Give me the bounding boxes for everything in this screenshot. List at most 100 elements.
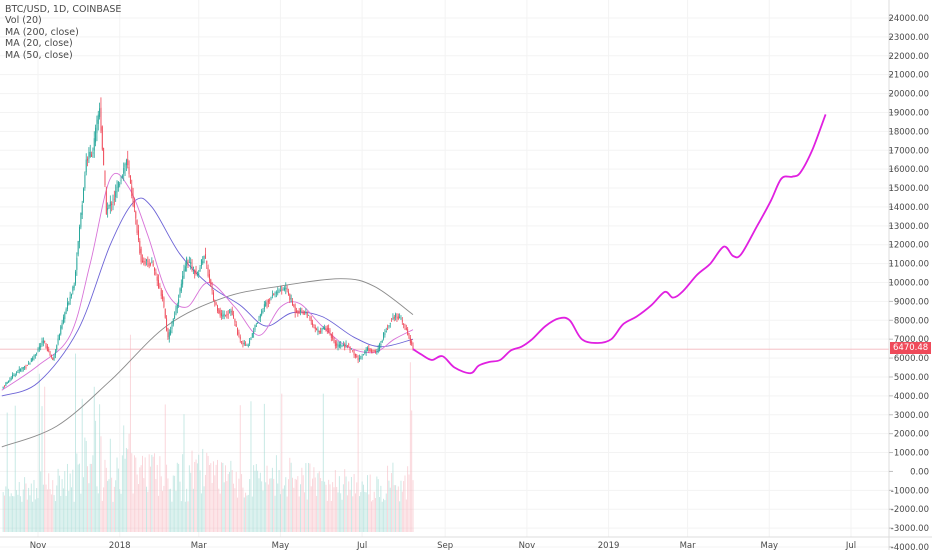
candle-body xyxy=(328,327,330,333)
volume-bar xyxy=(308,462,310,532)
volume-bar xyxy=(190,472,192,532)
candle-body xyxy=(42,340,44,344)
price-tick-label: 0.00 xyxy=(910,467,929,477)
price-axis[interactable]: 24000.00 23000.00 22000.00 21000.00 20000.00… xyxy=(888,14,929,550)
volume-bar xyxy=(46,489,48,532)
volume-bar xyxy=(371,501,372,532)
price-tick-label: 3000.00 xyxy=(894,411,929,421)
volume-bar xyxy=(223,482,225,532)
legend-symbol[interactable]: BTC/USD, 1D, COINBASE xyxy=(5,4,122,15)
legend-indicator-ma200[interactable]: MA (200, close) xyxy=(5,26,79,38)
candle-body xyxy=(286,288,288,290)
volume-bar xyxy=(206,452,208,532)
candle-body xyxy=(372,350,374,352)
candle-body xyxy=(36,352,38,354)
candle-body xyxy=(34,354,36,356)
volume-bar xyxy=(152,456,154,532)
candle-body xyxy=(40,345,42,348)
volume-bar xyxy=(30,483,32,532)
volume-bar xyxy=(123,425,125,532)
candle-body xyxy=(104,170,106,186)
candle-body xyxy=(393,316,395,319)
time-axis[interactable]: Nov 2018 Mar May Jul Sep Nov 2019 Mar May Jul xyxy=(30,541,856,550)
volume-bar xyxy=(368,494,370,532)
volume-bar xyxy=(245,492,247,532)
candle-body xyxy=(108,204,110,208)
candle-body xyxy=(125,159,127,166)
candle-body xyxy=(253,331,255,334)
volume-bar xyxy=(287,479,289,532)
candle-body xyxy=(111,203,113,205)
candle-body xyxy=(135,211,137,219)
candle-body xyxy=(10,378,12,380)
volume-bar xyxy=(115,480,117,532)
candle-body xyxy=(316,328,318,331)
candle-body xyxy=(154,267,155,271)
candle-body xyxy=(75,271,76,284)
volume-bar xyxy=(184,501,186,532)
volume-bar xyxy=(129,334,131,532)
volume-bar xyxy=(96,486,98,532)
candle-body xyxy=(337,344,339,348)
candle-body xyxy=(357,358,359,361)
volume-bar xyxy=(24,477,26,532)
volume-bar xyxy=(266,465,268,532)
volume-bar xyxy=(182,454,184,532)
volume-bar xyxy=(12,496,14,532)
volume-bar xyxy=(348,481,350,532)
candle-body xyxy=(41,340,43,346)
candle-body xyxy=(140,249,142,262)
volume-bar xyxy=(254,470,256,532)
candle-body xyxy=(66,302,68,310)
candle-body xyxy=(251,333,253,338)
candle-body xyxy=(103,147,105,166)
volume-bar xyxy=(376,476,378,532)
volume-bar xyxy=(199,470,201,532)
volume-bar xyxy=(6,412,8,532)
volume-bar xyxy=(219,493,221,532)
candle-body xyxy=(210,279,212,285)
volume-bar xyxy=(44,386,46,532)
volume-bar xyxy=(61,479,63,532)
volume-bar xyxy=(281,393,283,532)
candle-body xyxy=(84,175,86,189)
time-tick-label: Nov xyxy=(30,541,47,550)
volume-bar xyxy=(17,494,19,532)
candle-body xyxy=(294,306,296,313)
volume-bar xyxy=(215,464,217,532)
candle-body xyxy=(344,345,346,348)
volume-bar xyxy=(270,478,272,532)
volume-bar xyxy=(208,465,210,532)
volume-bar xyxy=(231,470,233,532)
legend-indicator-volume[interactable]: Vol (20) xyxy=(5,15,42,27)
candle-body xyxy=(88,151,90,160)
volume-bar xyxy=(326,500,328,532)
volume-bar xyxy=(352,496,354,532)
legend-indicator-ma20[interactable]: MA (20, close) xyxy=(5,38,73,50)
volume-bar xyxy=(105,467,107,532)
candle-body xyxy=(305,311,307,313)
volume-bar xyxy=(257,470,259,532)
candle-body xyxy=(156,276,158,281)
volume-bar xyxy=(411,410,413,532)
volume-bar xyxy=(234,488,236,532)
candle-body xyxy=(229,311,230,313)
volume-bar xyxy=(168,489,170,532)
price-tick-label: 13000.00 xyxy=(888,222,929,232)
candle-body xyxy=(361,356,363,358)
volume-bar xyxy=(112,501,114,532)
candle-body xyxy=(389,323,391,325)
time-tick-label: May xyxy=(761,541,779,550)
candle-body xyxy=(235,324,237,327)
candle-body xyxy=(308,314,310,316)
volume-bar xyxy=(395,485,397,532)
legend-indicator-ma50[interactable]: MA (50, close) xyxy=(5,49,73,61)
volume-bar xyxy=(187,501,189,532)
candle-body xyxy=(249,340,251,344)
candle-body xyxy=(326,327,328,330)
candle-body xyxy=(195,270,197,275)
candle-body xyxy=(172,318,174,325)
candle-body xyxy=(4,386,5,388)
volume-bar xyxy=(198,454,200,532)
